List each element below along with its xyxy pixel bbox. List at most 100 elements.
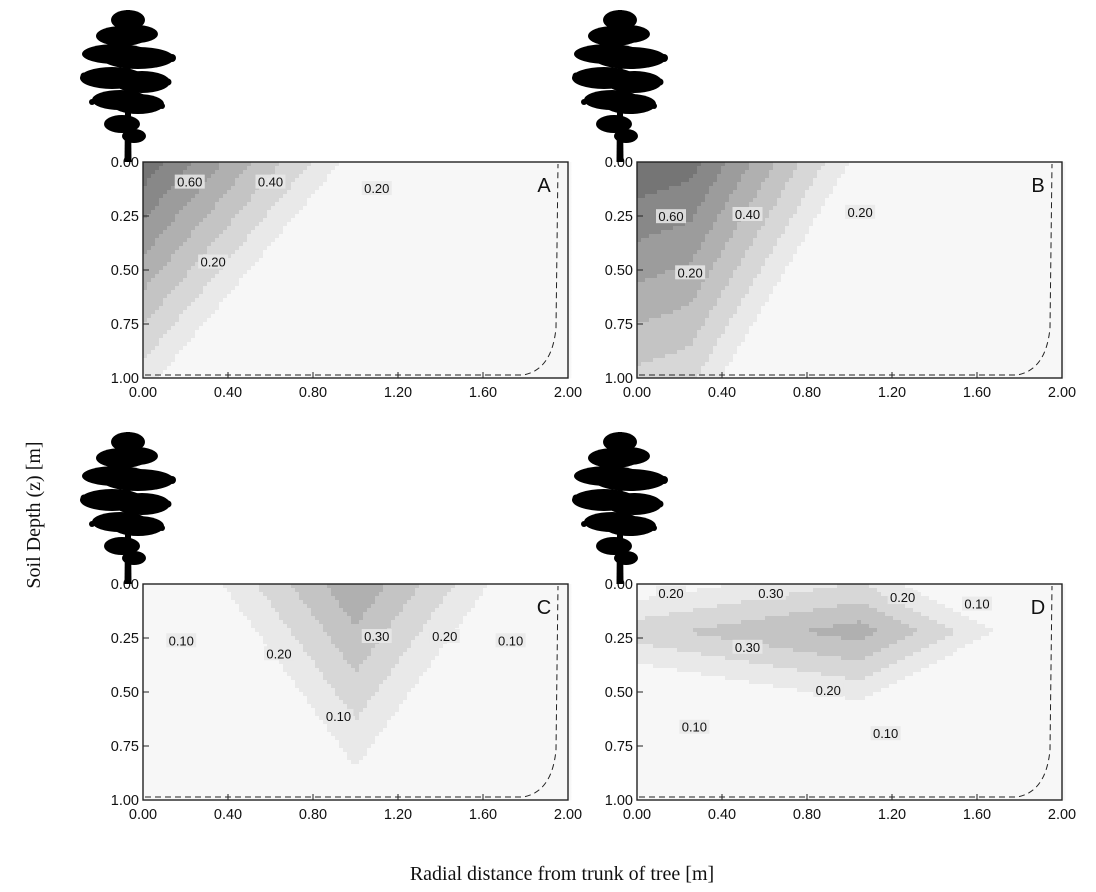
contour-cell: [419, 278, 424, 283]
contour-cell: [567, 262, 572, 267]
contour-cell: [259, 278, 264, 283]
contour-cell: [227, 274, 232, 279]
contour-cell: [435, 270, 440, 275]
contour-cell: [247, 166, 252, 171]
contour-cell: [511, 182, 516, 187]
contour-cell: [375, 174, 380, 179]
contour-cell: [347, 342, 352, 347]
contour-cell: [455, 250, 460, 255]
contour-cell: [519, 298, 524, 303]
contour-cell: [235, 318, 240, 323]
contour-cell: [295, 270, 300, 275]
contour-cell: [431, 238, 436, 243]
contour-cell: [467, 286, 472, 291]
contour-cell: [315, 278, 320, 283]
contour-cell: [471, 226, 476, 231]
contour-cell: [387, 266, 392, 271]
contour-cell: [259, 242, 264, 247]
contour-cell: [247, 214, 252, 219]
contour-cell: [243, 302, 248, 307]
contour-cell: [463, 302, 468, 307]
contour-cell: [191, 254, 196, 259]
contour-cell: [403, 162, 408, 167]
contour-cell: [299, 334, 304, 339]
contour-cell: [315, 286, 320, 291]
contour-cell: [443, 190, 448, 195]
contour-cell: [375, 210, 380, 215]
contour-cell: [479, 230, 484, 235]
contour-cell: [431, 262, 436, 267]
contour-cell: [495, 178, 500, 183]
contour-cell: [179, 314, 184, 319]
contour-cell: [239, 322, 244, 327]
contour-cell: [239, 306, 244, 311]
contour-cell: [167, 242, 172, 247]
contour-cell: [379, 162, 384, 167]
contour-cell: [475, 290, 480, 295]
contour-cell: [463, 286, 468, 291]
contour-cell: [435, 182, 440, 187]
contour-cell: [523, 274, 528, 279]
contour-cell: [331, 170, 336, 175]
contour-cell: [563, 326, 568, 331]
contour-cell: [243, 274, 248, 279]
contour-cell: [299, 290, 304, 295]
contour-cell: [311, 342, 316, 347]
contour-cell: [343, 242, 348, 247]
contour-cell: [499, 322, 504, 327]
contour-cell: [155, 286, 160, 291]
contour-cell: [279, 290, 284, 295]
contour-cell: [247, 218, 252, 223]
contour-cell: [143, 342, 148, 347]
contour-cell: [559, 182, 564, 187]
contour-cell: [311, 206, 316, 211]
contour-cell: [167, 330, 172, 335]
contour-cell: [251, 174, 256, 179]
contour-cell: [395, 178, 400, 183]
contour-cell: [287, 230, 292, 235]
contour-cell: [523, 166, 528, 171]
contour-cell: [143, 318, 148, 323]
contour-cell: [283, 326, 288, 331]
contour-cell: [323, 278, 328, 283]
contour-cell: [303, 254, 308, 259]
contour-cell: [207, 166, 212, 171]
contour-cell: [367, 166, 372, 171]
contour-cell: [243, 294, 248, 299]
contour-cell: [287, 218, 292, 223]
contour-cell: [499, 222, 504, 227]
contour-cell: [339, 222, 344, 227]
contour-cell: [335, 174, 340, 179]
contour-cell: [511, 310, 516, 315]
contour-cell: [243, 230, 248, 235]
contour-cell: [439, 282, 444, 287]
contour-cell: [387, 306, 392, 311]
contour-cell: [159, 310, 164, 315]
contour-cell: [327, 238, 332, 243]
contour-cell: [419, 282, 424, 287]
contour-cell: [483, 166, 488, 171]
contour-cell: [451, 194, 456, 199]
contour-cell: [543, 298, 548, 303]
contour-cell: [307, 282, 312, 287]
contour-cell: [375, 286, 380, 291]
contour-cell: [363, 174, 368, 179]
contour-cell: [299, 186, 304, 191]
contour-cell: [171, 278, 176, 283]
contour-cell: [275, 342, 280, 347]
contour-cell: [431, 298, 436, 303]
contour-cell: [287, 198, 292, 203]
contour-cell: [463, 254, 468, 259]
contour-cell: [535, 194, 540, 199]
contour-cell: [335, 318, 340, 323]
contour-cell: [207, 322, 212, 327]
contour-cell: [323, 346, 328, 351]
contour-cell: [363, 326, 368, 331]
contour-cell: [243, 202, 248, 207]
contour-cell: [207, 242, 212, 247]
contour-cell: [451, 258, 456, 263]
contour-cell: [251, 206, 256, 211]
contour-cell: [423, 242, 428, 247]
contour-cell: [547, 246, 552, 251]
contour-cell: [243, 318, 248, 323]
